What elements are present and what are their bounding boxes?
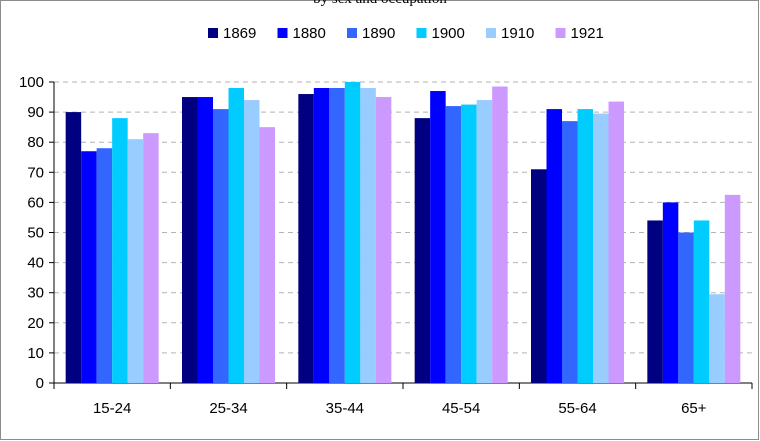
y-tick-label: 30 [27, 285, 44, 302]
y-tick-label: 80 [27, 134, 44, 151]
legend-swatch-1900 [416, 28, 427, 38]
legend-swatch-1890 [347, 28, 357, 38]
bar-1900-45-54 [461, 104, 477, 383]
bar-1869-45-54 [414, 118, 431, 384]
bar-1900-25-34 [228, 88, 244, 384]
bar-1890-55-64 [562, 121, 578, 383]
legend-swatch-1910 [486, 28, 496, 38]
y-tick-label: 100 [19, 74, 44, 91]
bar-1921-55-64 [608, 101, 624, 383]
legend-label-1910: 1910 [501, 25, 534, 42]
y-tick-label: 70 [27, 164, 44, 181]
bar-1880-15-24 [81, 151, 97, 383]
bar-1869-15-24 [65, 112, 82, 383]
bar-1910-65+ [709, 294, 725, 383]
y-tick-label: 40 [27, 255, 44, 272]
bar-1880-25-34 [197, 97, 213, 384]
bar-1921-45-54 [492, 86, 508, 383]
bar-1910-25-34 [244, 100, 260, 383]
bar-1890-35-44 [329, 88, 345, 384]
bar-1880-45-54 [430, 91, 446, 383]
bar-1910-35-44 [360, 88, 376, 384]
legend-label-1880: 1880 [293, 25, 326, 42]
y-tick-label: 50 [27, 225, 44, 242]
bar-1910-15-24 [127, 139, 144, 383]
bar-1921-65+ [724, 194, 741, 383]
bar-1890-15-24 [96, 148, 113, 383]
bar-1900-65+ [693, 220, 710, 383]
x-tick-label: 65+ [681, 400, 707, 417]
bar-1869-55-64 [531, 169, 547, 383]
bar-1880-35-44 [313, 88, 330, 384]
bar-1921-15-24 [143, 133, 159, 383]
bar-1900-35-44 [344, 82, 361, 383]
chart-header-text: by sex and occupation [0, 0, 760, 8]
bar-1880-55-64 [546, 109, 562, 383]
x-tick-label: 35-44 [326, 400, 364, 417]
y-tick-label: 20 [27, 315, 44, 332]
bar-1890-65+ [678, 232, 694, 383]
x-tick-label: 25-34 [209, 400, 247, 417]
legend-label-1890: 1890 [362, 25, 395, 42]
bar-1869-65+ [647, 220, 663, 383]
bar-1900-55-64 [577, 109, 593, 383]
bar-1880-65+ [662, 202, 679, 383]
legend-label-1869: 1869 [223, 25, 256, 42]
bar-1890-45-54 [445, 106, 462, 383]
legend-swatch-1869 [208, 28, 218, 38]
legend-swatch-1921 [555, 28, 566, 38]
legend-swatch-1880 [277, 28, 288, 38]
y-tick-label: 90 [27, 104, 44, 121]
bar-1869-25-34 [182, 97, 198, 384]
bar-1900-15-24 [112, 118, 128, 384]
legend-label-1921: 1921 [571, 25, 604, 42]
y-tick-label: 60 [27, 194, 44, 211]
bar-1890-25-34 [213, 109, 229, 383]
legend-label-1900: 1900 [432, 25, 465, 42]
bar-1910-55-64 [593, 113, 609, 383]
x-tick-label: 55-64 [558, 400, 596, 417]
bar-1921-35-44 [375, 97, 392, 384]
bar-1921-25-34 [259, 127, 275, 384]
x-tick-label: 15-24 [93, 400, 131, 417]
bar-1910-45-54 [476, 100, 493, 383]
y-tick-label: 0 [36, 375, 44, 392]
bar-1869-35-44 [298, 94, 314, 383]
y-tick-label: 10 [27, 345, 44, 362]
x-tick-label: 45-54 [442, 400, 480, 417]
